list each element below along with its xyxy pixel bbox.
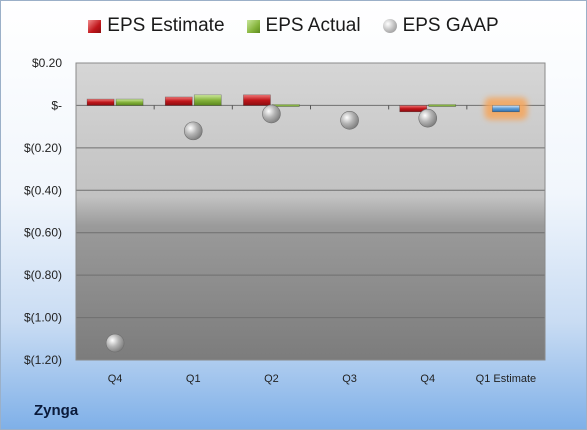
- eps-estimate-bar: [243, 94, 271, 106]
- legend-eps-estimate: EPS Estimate: [88, 15, 225, 37]
- eps-estimate-bar: [86, 98, 115, 106]
- eps-actual-bar: [193, 94, 222, 106]
- x-tick-label: Q4: [108, 373, 123, 385]
- eps-estimate-bar: [492, 105, 520, 113]
- eps-actual-bar: [428, 104, 457, 107]
- y-tick-label: $(0.40): [24, 183, 62, 197]
- eps-gaap-point: [183, 121, 203, 141]
- y-tick-label: $0.20: [32, 56, 62, 70]
- y-tick-label: $(1.20): [24, 353, 62, 367]
- y-tick-label: $(0.60): [24, 226, 62, 240]
- legend-label: EPS GAAP: [402, 15, 499, 36]
- y-tick-label: $(0.20): [24, 141, 62, 155]
- eps-gaap-point: [418, 108, 438, 128]
- x-tick-label: Q3: [342, 373, 357, 385]
- x-tick-label: Q4: [420, 373, 435, 385]
- y-tick-label: $(0.80): [24, 268, 62, 282]
- eps-actual-swatch: [246, 19, 260, 33]
- eps-gaap-point: [262, 104, 281, 124]
- x-tick-label: Q1 Estimate: [476, 373, 537, 385]
- legend-label: EPS Estimate: [107, 15, 225, 36]
- plot-border: [75, 62, 546, 361]
- y-tick-label: $(1.00): [24, 311, 62, 325]
- y-tick-label: $-: [51, 98, 62, 112]
- x-tick-label: Q1: [186, 373, 201, 385]
- eps-gaap-point: [340, 110, 359, 130]
- eps-actual-bar: [115, 98, 144, 106]
- plot-area: [76, 63, 545, 360]
- legend-eps-actual: EPS Actual: [246, 15, 361, 37]
- legend-label: EPS Actual: [265, 15, 361, 36]
- chart-legend: EPS Estimate EPS Actual EPS GAAP: [1, 15, 586, 37]
- eps-gaap-swatch: [382, 19, 397, 33]
- legend-eps-gaap: EPS GAAP: [382, 15, 499, 37]
- eps-estimate-bar: [399, 105, 428, 113]
- x-tick-label: Q2: [264, 373, 279, 385]
- eps-estimate-bar: [164, 96, 193, 106]
- company-name: Zynga: [34, 402, 79, 419]
- eps-estimate-swatch: [88, 19, 102, 33]
- eps-gaap-point: [105, 333, 125, 353]
